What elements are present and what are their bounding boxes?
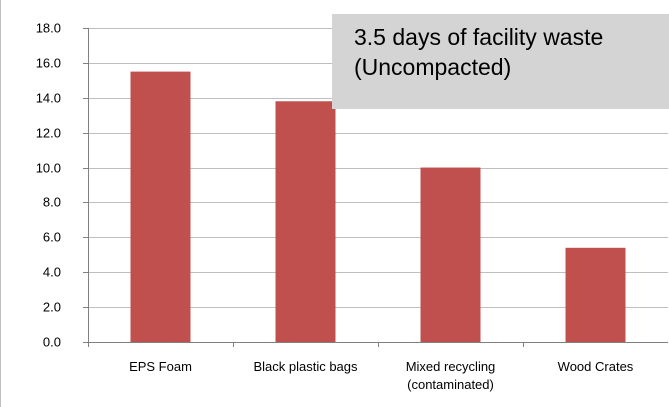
bar	[565, 247, 626, 342]
x-category-label: Black plastic bags	[253, 359, 358, 374]
axes	[83, 28, 668, 347]
x-category-label: EPS Foam	[129, 359, 192, 374]
y-tick-label: 16.0	[36, 56, 61, 71]
y-tick-label: 18.0	[36, 21, 61, 36]
callout-line-2: (Uncompacted)	[354, 54, 512, 80]
x-category-labels: EPS Foam Black plastic bags Mixed recyclin…	[129, 359, 634, 392]
bar	[130, 71, 191, 342]
callout-line-1: 3.5 days of facility waste	[354, 24, 604, 50]
x-category-label: Mixed recycling	[406, 359, 496, 374]
y-tick-label: 4.0	[43, 265, 61, 280]
y-tick-labels: 0.0 2.0 4.0 6.0 8.0 10.0 12.0 14.0 16.0 18.0	[36, 21, 61, 350]
callout-box: 3.5 days of facility waste (Uncompacted)	[332, 14, 669, 109]
bars	[130, 71, 626, 343]
bar	[275, 101, 336, 343]
y-tick-label: 2.0	[43, 300, 61, 315]
y-tick-label: 12.0	[36, 126, 61, 141]
y-tick-label: 10.0	[36, 161, 61, 176]
x-category-label: (contaminated)	[407, 377, 494, 392]
y-tick-label: 14.0	[36, 91, 61, 106]
y-tick-label: 6.0	[43, 230, 61, 245]
y-tick-label: 8.0	[43, 195, 61, 210]
y-tick-label: 0.0	[43, 335, 61, 350]
bar	[420, 167, 481, 342]
x-category-label: Wood Crates	[558, 359, 634, 374]
